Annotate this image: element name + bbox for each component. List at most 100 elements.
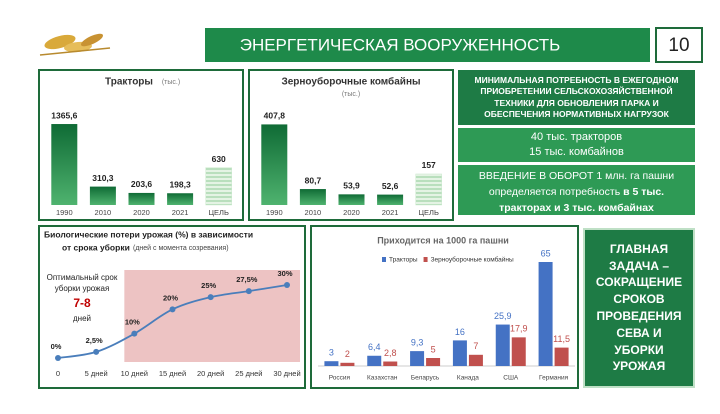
chart-title: Приходится на 1000 га пашни	[377, 235, 509, 245]
data-label: 25,9	[494, 311, 512, 321]
legend-swatch	[423, 257, 428, 262]
data-label: 10%	[125, 318, 140, 327]
data-label: 9,3	[411, 337, 424, 347]
bar	[495, 324, 510, 366]
data-label: 0%	[51, 342, 62, 351]
x-tick-label: ЦЕЛЬ	[418, 208, 438, 217]
task-text: ГЛАВНАЯ ЗАДАЧА – СОКРАЩЕНИЕ СРОКОВ ПРОВЕ…	[595, 241, 683, 374]
legend-label: Зерноуборочные комбайны	[431, 256, 514, 264]
data-label: 2	[345, 349, 350, 359]
intro-bold: в 5 тыс. тракторах и 3 тыс. комбайнах	[499, 185, 665, 214]
x-tick-label: 2021	[382, 208, 399, 217]
bar	[426, 358, 441, 366]
bar	[511, 337, 526, 366]
amounts-box: 40 тыс. тракторов 15 тыс. комбайнов	[458, 128, 695, 162]
header-bar	[205, 28, 650, 62]
page-number-box	[655, 27, 703, 63]
data-label: 630	[212, 154, 226, 164]
data-label: 203,6	[131, 179, 153, 189]
bar	[261, 124, 288, 205]
data-label: 25%	[201, 281, 216, 290]
data-label: 80,7	[305, 175, 322, 185]
data-label: 27,5%	[236, 275, 258, 284]
bar	[415, 173, 442, 206]
data-label: 198,3	[169, 179, 191, 189]
bar	[383, 361, 398, 366]
point	[169, 306, 176, 313]
need-text: МИНИМАЛЬНАЯ ПОТРЕБНОСТЬ В ЕЖЕГОДНОМ ПРИО…	[474, 75, 679, 119]
bar	[205, 167, 232, 206]
amount-text: 40 тыс. тракторов	[530, 131, 623, 144]
x-tick-label: Казахстан	[367, 375, 398, 382]
bar	[324, 361, 339, 366]
x-tick-label: 2020	[133, 208, 150, 217]
x-tick-label: Россия	[329, 375, 351, 382]
x-tick-label: 2021	[172, 208, 189, 217]
x-tick-label: 2010	[305, 208, 322, 217]
x-tick-label: 5 дней	[85, 369, 108, 378]
bar	[89, 186, 116, 205]
x-tick-label: 30 дней	[273, 369, 300, 378]
data-label: 1365,6	[51, 110, 77, 120]
bar	[452, 340, 467, 366]
bar	[554, 347, 569, 366]
x-tick-label: 2010	[95, 208, 112, 217]
task-box: ГЛАВНАЯ ЗАДАЧА – СОКРАЩЕНИЕ СРОКОВ ПРОВЕ…	[583, 228, 695, 388]
x-tick-label: 0	[56, 369, 60, 378]
legend-label: Тракторы	[389, 257, 418, 264]
point	[55, 355, 61, 361]
data-label: 407,8	[264, 111, 286, 121]
annotation: дней	[73, 314, 91, 323]
x-tick-label: ЦЕЛЬ	[208, 208, 228, 217]
page-number: 10	[668, 35, 689, 56]
x-tick-label: 15 дней	[159, 369, 186, 378]
x-tick-label: Германия	[539, 375, 569, 382]
point	[207, 294, 214, 301]
annotation-highlight: 7-8	[73, 296, 91, 310]
data-label: 20%	[163, 293, 178, 302]
bar	[128, 192, 155, 205]
data-label: 2,8	[384, 348, 397, 358]
chart-title: Биологические потери урожая (%) в зависи…	[44, 229, 253, 239]
bar	[167, 193, 194, 205]
panel	[310, 225, 579, 389]
bar	[410, 351, 425, 366]
data-label: 11,5	[553, 334, 570, 344]
bar	[377, 194, 404, 205]
chart-unit: (тыс.)	[162, 79, 180, 86]
chart-unit: (тыс.)	[342, 91, 360, 98]
bar	[367, 355, 382, 366]
data-label: 16	[455, 327, 465, 337]
data-label: 52,6	[382, 181, 399, 191]
x-tick-label: 20 дней	[197, 369, 224, 378]
point	[131, 330, 138, 337]
x-tick-label: 1990	[266, 208, 283, 217]
wheat-logo	[39, 33, 111, 56]
x-tick-label: Канада	[457, 375, 479, 382]
data-label: 310,3	[92, 173, 114, 183]
chart-title: Зерноуборочные комбайны	[281, 76, 420, 88]
data-label: 5	[431, 344, 436, 354]
amount-text: 15 тыс. комбайнов	[529, 146, 624, 158]
optimal-zone-shade	[124, 270, 300, 362]
annotation: уборки урожая	[55, 284, 110, 293]
bar	[51, 124, 78, 205]
bar	[468, 354, 483, 366]
x-tick-label: 1990	[56, 208, 73, 217]
data-label: 157	[422, 160, 436, 170]
bar	[299, 189, 326, 205]
x-tick-label: Беларусь	[411, 375, 440, 382]
data-label: 53,9	[343, 181, 360, 191]
x-tick-label: США	[503, 375, 519, 382]
need-box: МИНИМАЛЬНАЯ ПОТРЕБНОСТЬ В ЕЖЕГОДНОМ ПРИО…	[458, 70, 695, 125]
x-tick-label: 10 дней	[121, 369, 148, 378]
data-label: 65	[541, 248, 551, 258]
data-label: 7	[473, 341, 478, 351]
bar	[338, 194, 365, 205]
data-label: 30%	[277, 269, 292, 278]
intro-box: ВВЕДЕНИЕ В ОБОРОТ 1 млн. га пашни опреде…	[458, 165, 695, 215]
chart-title: Тракторы	[105, 77, 153, 88]
point	[245, 288, 252, 295]
